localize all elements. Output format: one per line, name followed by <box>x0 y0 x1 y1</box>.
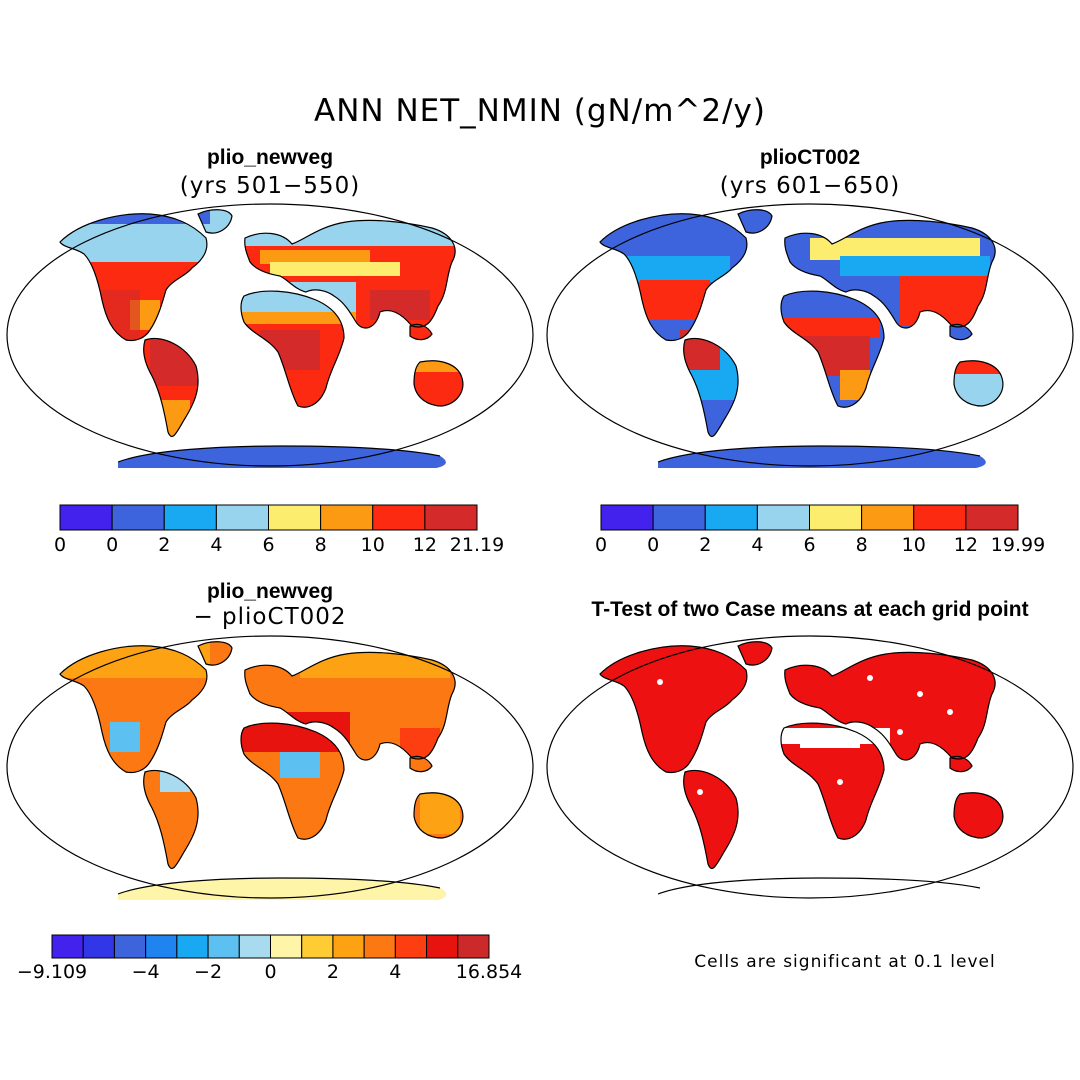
colorbar-tick-label: 0 <box>594 534 608 556</box>
colorbar-tick-label: 10 <box>360 534 385 556</box>
colorbar-swatch <box>861 504 915 531</box>
colorbar-tick-label: 12 <box>412 534 437 556</box>
colorbar-tick-label: 19.99 <box>990 534 1046 556</box>
panel-title-top-right: plioCT002 <box>759 146 861 169</box>
colorbar-swatch <box>215 504 269 531</box>
map-panel-bottom-left <box>6 635 534 900</box>
colorbar-swatch <box>457 934 490 959</box>
colorbar-swatch <box>965 504 1019 531</box>
colorbar-tick-label: 21.19 <box>449 534 505 556</box>
map-panel-bottom-right <box>546 635 1074 900</box>
colorbar-swatch <box>238 934 272 959</box>
colorbar-top-right <box>600 504 1019 531</box>
map-panel-top-left <box>6 203 534 468</box>
colorbar-swatch <box>270 934 303 959</box>
panel-title-bottom-left: plio_newveg <box>206 580 334 603</box>
panel-subtitle-bottom-left: − plioCT002 <box>193 604 347 630</box>
colorbar-tick-label: 2 <box>699 534 712 556</box>
colorbar-tick-label: 2 <box>326 961 339 983</box>
colorbar-tick-label: 8 <box>314 534 327 556</box>
colorbar-tick-label: 2 <box>158 534 171 556</box>
colorbar-bottom-left <box>51 934 490 959</box>
colorbar-tick-label: 4 <box>389 961 402 983</box>
colorbar-tick-label: 8 <box>855 534 868 556</box>
colorbar-swatch <box>600 504 654 531</box>
colorbar-swatch <box>424 504 478 531</box>
colorbar-swatch <box>207 934 240 959</box>
colorbar-swatch <box>704 504 758 531</box>
colorbar-swatch <box>111 504 165 531</box>
colorbar-swatch <box>176 934 209 959</box>
panel-subtitle-top-right: (yrs 601−650) <box>719 173 901 199</box>
colorbar-swatch <box>372 504 426 531</box>
colorbar-tick-label: 12 <box>953 534 978 556</box>
colorbar-swatch <box>652 504 706 531</box>
colorbar-swatch <box>59 504 113 531</box>
colorbar-swatch <box>320 504 374 531</box>
colorbar-tick-label: 0 <box>106 534 119 556</box>
colorbar-tick-label: −9.109 <box>16 961 88 983</box>
colorbar-swatch <box>756 504 810 531</box>
colorbar-tick-label: −4 <box>131 961 160 983</box>
colorbar-swatch <box>51 934 84 959</box>
significance-note: Cells are significant at 0.1 level <box>694 952 996 972</box>
panel-title-bottom-right: T-Test of two Case means at each grid po… <box>591 598 1029 621</box>
colorbar-swatch <box>145 934 178 959</box>
colorbar-swatch <box>394 934 428 959</box>
colorbar-swatch <box>82 934 115 959</box>
colorbar-tick-label: 0 <box>647 534 660 556</box>
colorbar-tick-label: 16.854 <box>455 961 523 983</box>
colorbar-swatch <box>113 934 147 959</box>
colorbar-tick-label: 0 <box>264 961 277 983</box>
colorbar-tick-label: 6 <box>803 534 816 556</box>
colorbar-swatch <box>363 934 396 959</box>
colorbar-swatch <box>332 934 365 959</box>
colorbar-tick-label: 6 <box>262 534 275 556</box>
colorbar-tick-label: −2 <box>194 961 223 983</box>
panel-title-top-left: plio_newveg <box>206 146 334 169</box>
colorbar-swatch <box>268 504 322 531</box>
colorbar-tick-label: 10 <box>901 534 926 556</box>
colorbar-tick-label: 0 <box>53 534 67 556</box>
colorbar-swatch <box>301 934 334 959</box>
colorbar-swatch <box>913 504 967 531</box>
map-panel-top-right <box>546 203 1074 468</box>
colorbar-tick-label: 4 <box>210 534 223 556</box>
colorbar-swatch <box>426 934 459 959</box>
colorbar-tick-label: 4 <box>751 534 764 556</box>
colorbar-swatch <box>809 504 863 531</box>
colorbar-top-left <box>59 504 478 531</box>
panel-subtitle-top-left: (yrs 501−550) <box>179 173 361 199</box>
figure-title: ANN NET_NMIN (gN/m^2/y) <box>314 93 766 129</box>
colorbar-swatch <box>163 504 217 531</box>
